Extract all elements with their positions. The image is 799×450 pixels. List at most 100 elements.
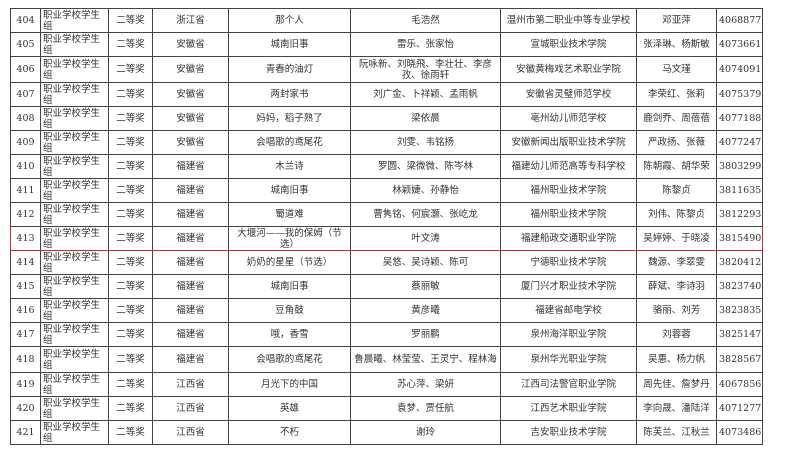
table-row: 419 职业学校学生组 二等奖 江西省 月光下的中国 苏心萍、梁妍 江西司法警官职业学院 周先… — [10, 372, 763, 397]
group-cell: 职业学校学生组 — [40, 202, 109, 227]
award-cell: 二等奖 — [108, 322, 153, 347]
award-cell: 二等奖 — [108, 346, 153, 373]
row-number: 406 — [10, 56, 41, 83]
id-cell: 3812293 — [716, 202, 763, 227]
title-cell: 会唱歌的鸢尾花 — [228, 130, 351, 155]
id-cell: 3828567 — [716, 346, 763, 373]
id-cell: 4077188 — [716, 106, 763, 131]
id-cell: 4074091 — [716, 56, 763, 83]
students-cell: 曹隽铭、何宸灏、张屹龙 — [350, 202, 501, 227]
title-cell: 两封家书 — [228, 82, 351, 107]
title-cell: 蜀道难 — [228, 202, 351, 227]
teachers-cell: 陈黎贞 — [636, 178, 717, 203]
school-cell: 江西艺术职业学院 — [500, 396, 637, 421]
id-cell: 4073661 — [716, 32, 763, 57]
province-cell: 福建省 — [152, 274, 229, 299]
id-cell: 3823835 — [716, 298, 763, 323]
students-cell: 叶文涛 — [350, 226, 501, 251]
teachers-cell: 李荣红、张莉 — [636, 82, 717, 107]
title-cell: 月光下的中国 — [228, 372, 351, 397]
group-cell: 职业学校学生组 — [40, 226, 109, 251]
school-cell: 安徽黄梅戏艺术职业学院 — [500, 56, 637, 83]
row-number: 417 — [10, 322, 41, 347]
table-row: 414 职业学校学生组 二等奖 福建省 奶奶的星星（节选） 吴悠、吴诗颖、陈可 宁德职业技术… — [10, 250, 763, 275]
province-cell: 安徽省 — [152, 82, 229, 107]
id-cell: 4075379 — [716, 82, 763, 107]
award-cell: 二等奖 — [108, 106, 153, 131]
award-cell: 二等奖 — [108, 226, 153, 251]
title-cell: 大堰河——我的保姆（节选） — [228, 226, 351, 251]
students-cell: 雷乐、张家怡 — [350, 32, 501, 57]
award-cell: 二等奖 — [108, 298, 153, 323]
id-cell: 3823740 — [716, 274, 763, 299]
group-cell: 职业学校学生组 — [40, 82, 109, 107]
award-cell: 二等奖 — [108, 130, 153, 155]
group-cell: 职业学校学生组 — [40, 346, 109, 373]
group-cell: 职业学校学生组 — [40, 8, 109, 33]
row-number: 413 — [10, 226, 41, 251]
row-number: 421 — [10, 420, 41, 445]
province-cell: 福建省 — [152, 154, 229, 179]
row-number: 414 — [10, 250, 41, 275]
province-cell: 江西省 — [152, 372, 229, 397]
table-row: 410 职业学校学生组 二等奖 福建省 木兰诗 罗圆、梁微微、陈岑林 福建幼儿师范高等专科学… — [10, 154, 763, 179]
students-cell: 鲁晨曦、林莹莹、王灵宁、程林海 — [350, 346, 501, 373]
school-cell: 福建船政交通职业学院 — [500, 226, 637, 251]
teachers-cell: 陈芙兰、江秋兰 — [636, 420, 717, 445]
row-number: 405 — [10, 32, 41, 57]
group-cell: 职业学校学生组 — [40, 396, 109, 421]
row-number: 404 — [10, 8, 41, 33]
teachers-cell: 严政扬、张薇 — [636, 130, 717, 155]
students-cell: 袁梦、贾任航 — [350, 396, 501, 421]
award-cell: 二等奖 — [108, 56, 153, 83]
school-cell: 厦门兴才职业技术学院 — [500, 274, 637, 299]
group-cell: 职业学校学生组 — [40, 32, 109, 57]
row-number: 418 — [10, 346, 41, 373]
teachers-cell: 吴惠、杨力帆 — [636, 346, 717, 373]
id-cell: 4068877 — [716, 8, 763, 33]
title-cell: 会唱歌的鸢尾花 — [228, 346, 351, 373]
table-row: 408 职业学校学生组 二等奖 安徽省 妈妈，稻子熟了 梁依晨 亳州幼儿师范学校 鹿剑乔、周蓓… — [10, 106, 763, 131]
school-cell: 福州职业技术学院 — [500, 202, 637, 227]
id-cell: 3825147 — [716, 322, 763, 347]
teachers-cell: 张泽琳、杨斯敏 — [636, 32, 717, 57]
province-cell: 福建省 — [152, 202, 229, 227]
title-cell: 城南旧事 — [228, 178, 351, 203]
school-cell: 温州市第二职业中等专业学校 — [500, 8, 637, 33]
title-cell: 哦，香雪 — [228, 322, 351, 347]
school-cell: 泉州海洋职业学院 — [500, 322, 637, 347]
table-row: 421 职业学校学生组 二等奖 江西省 不朽 谢玲 吉安职业技术学院 陈芙兰、江秋兰 40734… — [10, 420, 763, 445]
title-cell: 奶奶的星星（节选） — [228, 250, 351, 275]
table-body: 404 职业学校学生组 二等奖 浙江省 那个人 毛浩然 温州市第二职业中等专业学校 邓亚萍 40… — [10, 8, 763, 445]
students-cell: 蔡丽敏 — [350, 274, 501, 299]
table-row: 405 职业学校学生组 二等奖 安徽省 城南旧事 雷乐、张家怡 宣城职业技术学院 张泽琳、杨斯… — [10, 32, 763, 57]
table-row: 411 职业学校学生组 二等奖 福建省 城南旧事 林颖婕、孙静怡 福州职业技术学院 陈黎贞 38… — [10, 178, 763, 203]
teachers-cell: 李向晟、潘陆洋 — [636, 396, 717, 421]
title-cell: 英雄 — [228, 396, 351, 421]
province-cell: 福建省 — [152, 298, 229, 323]
students-cell: 吴悠、吴诗颖、陈可 — [350, 250, 501, 275]
award-cell: 二等奖 — [108, 154, 153, 179]
group-cell: 职业学校学生组 — [40, 56, 109, 83]
row-number: 419 — [10, 372, 41, 397]
school-cell: 吉安职业技术学院 — [500, 420, 637, 445]
school-cell: 江西司法警官职业学院 — [500, 372, 637, 397]
award-cell: 二等奖 — [108, 420, 153, 445]
teachers-cell: 吴婷婷、于晓凌 — [636, 226, 717, 251]
title-cell: 不朽 — [228, 420, 351, 445]
title-cell: 那个人 — [228, 8, 351, 33]
group-cell: 职业学校学生组 — [40, 322, 109, 347]
teachers-cell: 周先佳、詹梦丹 — [636, 372, 717, 397]
students-cell: 罗圆、梁微微、陈岑林 — [350, 154, 501, 179]
title-cell: 豆角鼓 — [228, 298, 351, 323]
id-cell: 3820412 — [716, 250, 763, 275]
teachers-cell: 刘蓉蓉 — [636, 322, 717, 347]
row-number: 409 — [10, 130, 41, 155]
students-cell: 刘雯、韦铭扬 — [350, 130, 501, 155]
title-cell: 城南旧事 — [228, 32, 351, 57]
province-cell: 福建省 — [152, 178, 229, 203]
award-cell: 二等奖 — [108, 372, 153, 397]
row-number: 410 — [10, 154, 41, 179]
school-cell: 福建幼儿师范高等专科学校 — [500, 154, 637, 179]
group-cell: 职业学校学生组 — [40, 298, 109, 323]
